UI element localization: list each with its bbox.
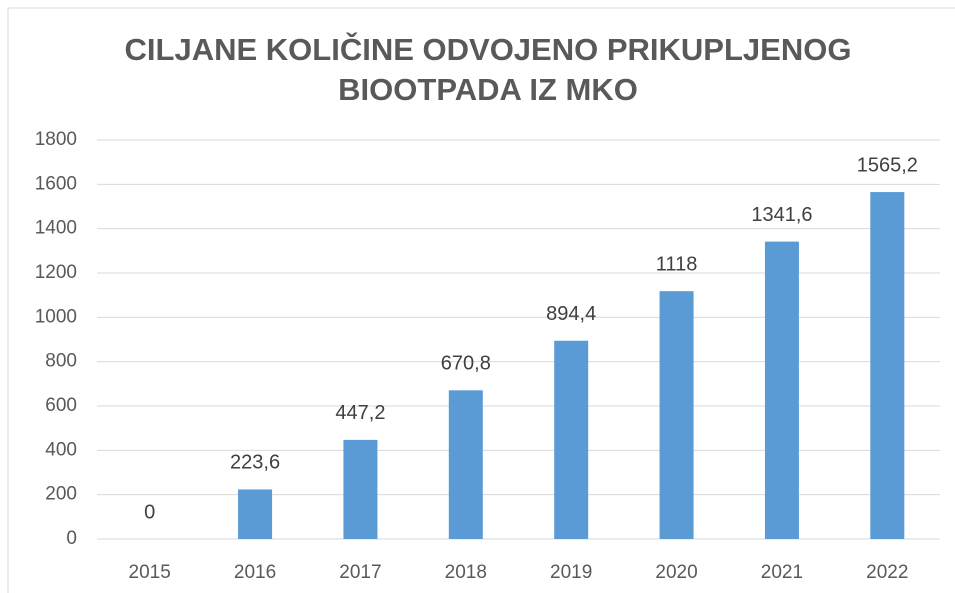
chart-title: BIOOTPADA IZ MKO [338, 72, 638, 107]
x-tick-label: 2016 [234, 562, 276, 583]
data-label: 1341,6 [751, 204, 812, 226]
y-tick-label: 600 [45, 395, 77, 416]
data-label: 447,2 [335, 402, 385, 424]
x-tick-label: 2022 [866, 562, 908, 583]
bar [343, 439, 378, 539]
data-label: 894,4 [546, 303, 596, 325]
data-label: 670,8 [441, 353, 491, 375]
bar [764, 241, 799, 539]
x-tick-label: 2017 [339, 562, 381, 583]
x-tick-label: 2019 [550, 562, 592, 583]
y-tick-label: 800 [45, 351, 77, 372]
y-tick-label: 400 [45, 439, 77, 460]
y-tick-label: 200 [45, 484, 77, 505]
chart-title: CILJANE KOLIČINE ODVOJENO PRIKUPLJENOG [125, 31, 852, 67]
bar [659, 291, 694, 539]
y-tick-label: 1200 [35, 262, 77, 283]
y-tick-label: 1000 [35, 306, 77, 327]
bar [448, 390, 483, 539]
x-tick-label: 2020 [655, 562, 697, 583]
y-tick-label: 0 [66, 528, 77, 549]
bar [554, 340, 589, 539]
y-tick-label: 1600 [35, 173, 77, 194]
x-tick-label: 2015 [129, 562, 171, 583]
x-tick-label: 2021 [761, 562, 803, 583]
y-tick-label: 1400 [35, 218, 77, 239]
data-label: 0 [144, 501, 155, 523]
data-label: 223,6 [230, 452, 280, 474]
bar [238, 489, 273, 539]
data-label: 1118 [656, 253, 698, 275]
data-label: 1565,2 [857, 154, 918, 176]
y-tick-label: 1800 [35, 129, 77, 150]
chart-frame [7, 7, 955, 593]
bar [870, 192, 905, 539]
x-tick-label: 2018 [445, 562, 487, 583]
